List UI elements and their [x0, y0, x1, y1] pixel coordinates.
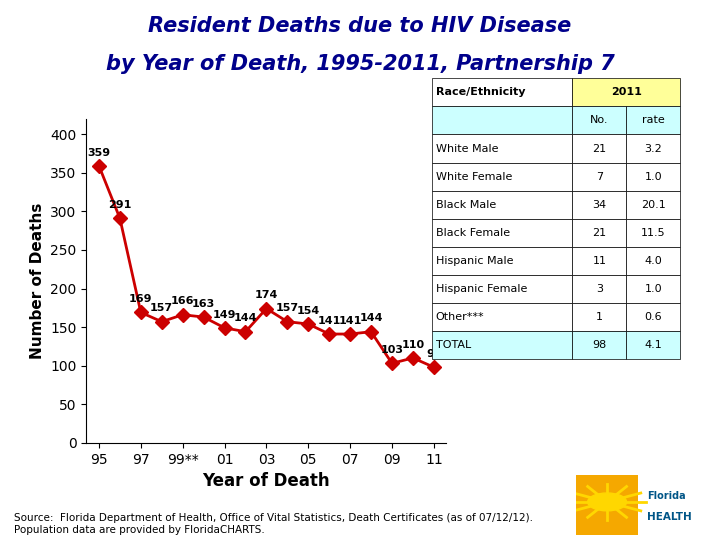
Text: Other***: Other*** [436, 312, 485, 322]
X-axis label: Year of Death: Year of Death [202, 472, 330, 490]
Y-axis label: Number of Deaths: Number of Deaths [30, 202, 45, 359]
Text: 11: 11 [593, 256, 606, 266]
Text: 169: 169 [129, 294, 153, 304]
Text: by Year of Death, 1995-2011, Partnership 7: by Year of Death, 1995-2011, Partnership… [106, 54, 614, 74]
Text: 149: 149 [213, 309, 236, 320]
Text: 4.1: 4.1 [644, 340, 662, 350]
Text: 4.0: 4.0 [644, 256, 662, 266]
Text: 3.2: 3.2 [644, 144, 662, 153]
Text: TOTAL: TOTAL [436, 340, 471, 350]
Text: 103: 103 [380, 345, 403, 355]
Text: 359: 359 [87, 147, 111, 158]
Text: White Female: White Female [436, 172, 512, 181]
Text: 98: 98 [593, 340, 606, 350]
Text: Hispanic Male: Hispanic Male [436, 256, 513, 266]
Text: Florida: Florida [647, 491, 686, 501]
Text: 157: 157 [276, 303, 299, 313]
Text: 3: 3 [596, 284, 603, 294]
Text: 157: 157 [150, 303, 174, 313]
Text: 34: 34 [593, 200, 606, 210]
FancyBboxPatch shape [576, 475, 638, 535]
Text: 110: 110 [401, 340, 425, 349]
Text: 21: 21 [593, 144, 606, 153]
Text: Resident Deaths due to HIV Disease: Resident Deaths due to HIV Disease [148, 16, 572, 36]
Text: 7: 7 [596, 172, 603, 181]
Text: 154: 154 [297, 306, 320, 316]
Text: 174: 174 [255, 290, 278, 300]
Text: Black Male: Black Male [436, 200, 496, 210]
Text: 166: 166 [171, 296, 194, 306]
Text: No.: No. [590, 116, 608, 125]
Text: rate: rate [642, 116, 665, 125]
Text: 141: 141 [338, 316, 362, 326]
Text: 98: 98 [426, 349, 441, 359]
Text: 2011: 2011 [611, 87, 642, 97]
Text: 144: 144 [234, 313, 257, 323]
Text: 144: 144 [359, 313, 383, 323]
Text: 291: 291 [108, 200, 132, 210]
Text: Black Female: Black Female [436, 228, 510, 238]
Text: White Male: White Male [436, 144, 498, 153]
Text: 0.6: 0.6 [644, 312, 662, 322]
Text: 163: 163 [192, 299, 215, 309]
Text: 21: 21 [593, 228, 606, 238]
Text: 11.5: 11.5 [641, 228, 666, 238]
Text: Source:  Florida Department of Health, Office of Vital Statistics, Death Certifi: Source: Florida Department of Health, Of… [14, 513, 534, 535]
Circle shape [588, 493, 626, 511]
Text: 1.0: 1.0 [644, 172, 662, 181]
Text: 1.0: 1.0 [644, 284, 662, 294]
Text: 1: 1 [596, 312, 603, 322]
Text: Hispanic Female: Hispanic Female [436, 284, 527, 294]
Text: Race/Ethnicity: Race/Ethnicity [436, 87, 525, 97]
Text: 141: 141 [318, 316, 341, 326]
Text: HEALTH: HEALTH [647, 512, 692, 522]
Text: 20.1: 20.1 [641, 200, 666, 210]
